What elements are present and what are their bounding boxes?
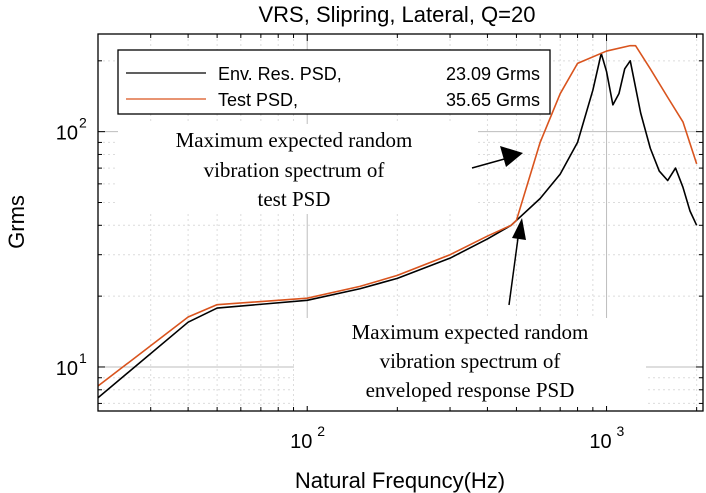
legend-value-env-res: 23.09 Grms <box>446 64 540 84</box>
annotation-env-psd-arrow <box>508 237 519 306</box>
annotation-env-psd-line-1: Maximum expected random <box>352 320 589 344</box>
annotation-env-psd-arrowhead <box>512 218 526 240</box>
legend-value-test: 35.65 Grms <box>446 90 540 110</box>
annotation-test-psd-arrow <box>471 157 509 169</box>
annotation-env-psd-line-3: enveloped response PSD <box>366 378 575 402</box>
annotation-test-psd-line-2: vibration spectrum of <box>204 158 385 182</box>
legend: Env. Res. PSD, 23.09 Grms Test PSD, 35.6… <box>117 49 551 115</box>
chart-title: VRS, Slipring, Lateral, Q=20 <box>259 2 536 27</box>
annotation-env-psd-bg <box>294 318 646 406</box>
series-line-test-psd <box>98 44 698 387</box>
legend-box <box>117 49 551 115</box>
x-axis-label: Natural Frequncy(Hz) <box>295 468 505 493</box>
legend-label-env-res: Env. Res. PSD, <box>218 64 342 84</box>
plot-frame <box>97 33 704 412</box>
annotation-test-psd-line-1: Maximum expected random <box>176 128 413 152</box>
y-tick-label-exponent: 1 <box>79 350 87 366</box>
series-lines <box>98 44 698 399</box>
annotation-test-psd-arrowhead <box>500 146 523 167</box>
y-tick-label: 10 <box>56 123 78 145</box>
annotation-test-psd-bg <box>118 124 478 214</box>
annotation-env-psd-line-2: vibration spectrum of <box>380 349 561 373</box>
y-axis-label: Grms <box>4 195 29 249</box>
x-tick-label-exponent: 2 <box>317 423 325 439</box>
legend-label-test: Test PSD, <box>218 90 298 110</box>
x-tick-label: 10 <box>589 431 611 453</box>
annotation-test-psd: Maximum expected random vibration spectr… <box>118 124 523 214</box>
x-tick-label: 10 <box>290 431 312 453</box>
annotation-env-psd: Maximum expected random vibration spectr… <box>294 218 646 406</box>
annotation-test-psd-line-3: test PSD <box>258 187 331 211</box>
x-tick-label-exponent: 3 <box>617 423 625 439</box>
y-tick-label-exponent: 2 <box>79 115 87 131</box>
y-tick-label: 10 <box>56 358 78 380</box>
